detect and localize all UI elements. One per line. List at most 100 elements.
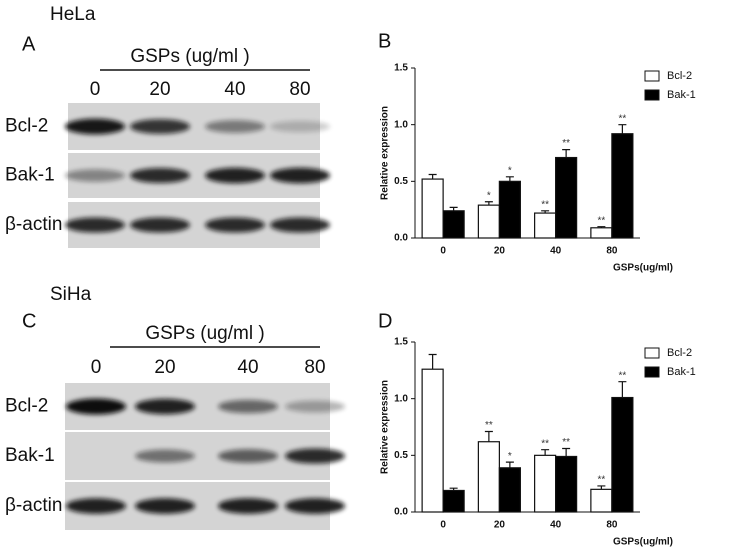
lane-label: 0 — [91, 357, 102, 378]
band — [270, 217, 330, 233]
band — [66, 498, 126, 514]
band — [218, 399, 278, 414]
band — [205, 167, 265, 184]
row-label: Bak-1 — [5, 445, 55, 466]
legend-label: Bak-1 — [667, 89, 696, 101]
bar — [534, 212, 557, 239]
bar — [421, 178, 444, 239]
bar — [442, 210, 465, 239]
x-tick-label: 40 — [550, 246, 562, 257]
legend-swatch — [644, 70, 660, 82]
blot-header: GSPs (ug/ml ) — [130, 46, 249, 67]
error-bar — [541, 449, 550, 456]
band — [130, 217, 190, 233]
panel-letter: A — [22, 33, 36, 55]
bar — [442, 489, 465, 513]
band — [65, 118, 125, 135]
bar — [498, 467, 521, 513]
error-bar — [597, 226, 606, 228]
panel-letter: B — [378, 30, 391, 52]
significance: ** — [597, 215, 605, 226]
bar — [534, 454, 557, 513]
x-tick-label: 20 — [494, 520, 506, 531]
bar — [555, 156, 578, 239]
bar — [590, 488, 613, 513]
x-tick-label: 80 — [606, 520, 618, 531]
band — [285, 448, 345, 464]
x-tick-label: 0 — [440, 520, 446, 531]
band — [135, 398, 195, 415]
legend-swatch — [644, 347, 660, 359]
band — [66, 398, 126, 415]
band — [270, 167, 330, 184]
error-bar — [562, 447, 571, 457]
significance: ** — [597, 475, 605, 486]
panel-letter: C — [22, 310, 36, 332]
x-axis-title: GSPs(ug/ml) — [613, 537, 673, 548]
y-tick-label: 0.0 — [394, 233, 408, 244]
significance: ** — [541, 438, 549, 449]
cell-line-label: SiHa — [50, 284, 92, 305]
bar — [498, 180, 521, 239]
error-bar — [484, 201, 493, 206]
band — [270, 120, 330, 133]
x-tick-label: 20 — [494, 246, 506, 257]
band — [65, 217, 125, 233]
row-label: β-actin — [5, 214, 62, 235]
bar — [590, 227, 613, 239]
error-bar — [597, 485, 606, 490]
significance: ** — [541, 199, 549, 210]
significance: ** — [618, 370, 626, 381]
error-bar — [428, 173, 437, 180]
error-bar — [562, 149, 571, 158]
band — [285, 498, 345, 514]
row-label: Bak-1 — [5, 165, 55, 186]
lane-label: 40 — [237, 357, 258, 378]
lane-label: 20 — [154, 357, 175, 378]
error-bar — [484, 430, 493, 442]
y-tick-label: 0.0 — [394, 507, 408, 518]
panel-letter: D — [378, 310, 392, 332]
row-label: Bcl-2 — [5, 396, 48, 417]
bar — [555, 455, 578, 513]
bar — [477, 441, 500, 513]
y-tick-label: 0.5 — [394, 450, 408, 461]
y-tick-label: 1.0 — [394, 393, 408, 404]
bar — [477, 204, 500, 239]
band — [65, 169, 125, 182]
legend-label: Bak-1 — [667, 366, 696, 378]
band — [218, 498, 278, 514]
y-tick-label: 0.5 — [394, 176, 408, 187]
band — [130, 167, 190, 184]
significance: ** — [485, 420, 493, 431]
legend-label: Bcl-2 — [667, 347, 692, 359]
error-bar — [428, 353, 437, 370]
blot-header: GSPs (ug/ml ) — [145, 323, 264, 344]
row-label: Bcl-2 — [5, 116, 48, 137]
error-bar — [505, 461, 514, 468]
error-bar — [449, 487, 458, 491]
significance: * — [508, 451, 512, 462]
x-axis-title: GSPs(ug/ml) — [613, 263, 673, 274]
y-tick-label: 1.5 — [394, 337, 408, 348]
y-axis-title: Relative expression — [380, 380, 391, 474]
lane-label: 0 — [90, 79, 101, 100]
error-bar — [618, 124, 627, 134]
cell-line-label: HeLa — [50, 4, 96, 25]
bar — [421, 368, 444, 513]
band — [130, 119, 190, 134]
y-tick-label: 1.5 — [394, 63, 408, 74]
significance: * — [508, 165, 512, 176]
band — [285, 400, 345, 413]
lane-label: 40 — [224, 79, 245, 100]
row-label: β-actin — [5, 495, 62, 516]
legend-label: Bcl-2 — [667, 70, 692, 82]
bar — [611, 133, 634, 239]
lane-label: 80 — [289, 79, 310, 100]
legend-swatch — [644, 366, 660, 378]
significance: ** — [562, 138, 570, 149]
y-axis-title: Relative expression — [380, 106, 391, 200]
y-tick-label: 1.0 — [394, 119, 408, 130]
band — [205, 120, 265, 133]
